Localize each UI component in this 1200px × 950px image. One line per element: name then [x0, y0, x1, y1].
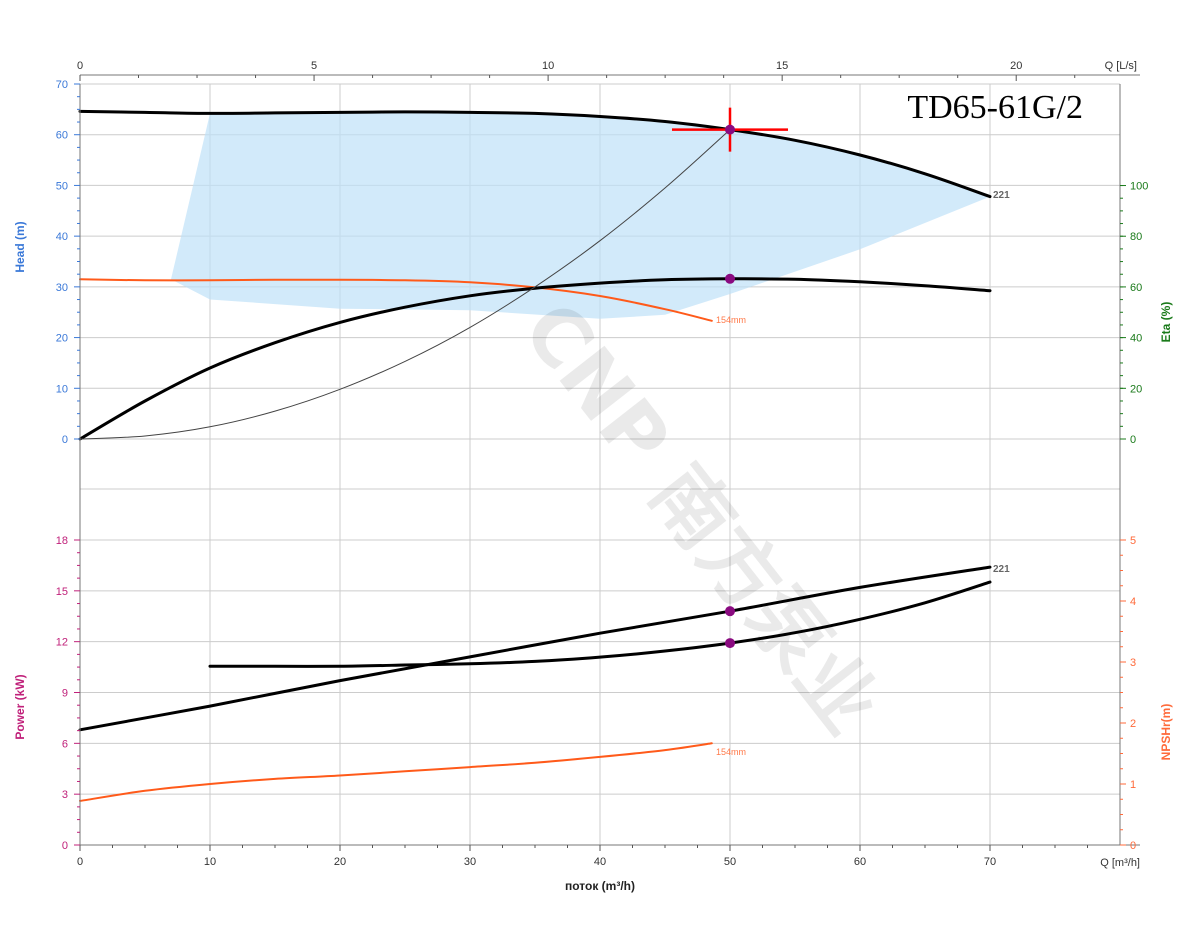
eta-axis-title: Eta (%): [1159, 302, 1173, 343]
curve-npshr_curve: [208, 580, 992, 668]
bottom-tick-label: 0: [77, 856, 83, 868]
power-curve-label: 221: [993, 564, 1010, 575]
bottom-tick-label: 20: [334, 856, 346, 868]
duty-point: [725, 124, 735, 135]
npsh-tick-label: 5: [1130, 535, 1136, 547]
bottom-tick-label: 40: [594, 856, 606, 868]
top-tick-label: 5: [311, 60, 317, 72]
lower-154-label: 154mm: [716, 747, 746, 757]
top-tick-label: 0: [77, 60, 83, 72]
power-tick-label: 12: [56, 637, 68, 649]
head-tick-label: 50: [56, 180, 68, 192]
operating-range-area: [171, 112, 990, 319]
chart-title: TD65-61G/2: [907, 89, 1083, 126]
npsh-point: [725, 638, 735, 649]
top-unit-label: Q [L/s]: [1105, 60, 1137, 72]
eta-tick-label: 0: [1130, 434, 1136, 446]
bottom-tick-label: 10: [204, 856, 216, 868]
npsh-tick-label: 4: [1130, 596, 1136, 608]
curve-power_154: [79, 742, 713, 802]
top-tick-label: 10: [542, 60, 554, 72]
upper-154-label: 154mm: [716, 315, 746, 325]
power-tick-label: 3: [62, 789, 68, 801]
curve-power_221: [78, 565, 992, 732]
eta-tick-label: 20: [1130, 383, 1142, 395]
curve-efficiency: [78, 277, 992, 441]
curves: [78, 109, 992, 802]
head-tick-label: 10: [56, 383, 68, 395]
bottom-tick-label: 70: [984, 856, 996, 868]
flow-axis-title: поток (m³/h): [565, 879, 635, 893]
bottom-tick-label: 60: [854, 856, 866, 868]
head-tick-label: 30: [56, 282, 68, 294]
efficiency-point: [725, 273, 735, 284]
bottom-tick-label: 30: [464, 856, 476, 868]
power-tick-label: 0: [62, 840, 68, 852]
power-tick-label: 18: [56, 535, 68, 547]
head-tick-label: 40: [56, 231, 68, 243]
npsh-tick-label: 0: [1130, 840, 1136, 852]
power-tick-label: 9: [62, 688, 68, 700]
npsh-tick-label: 3: [1130, 657, 1136, 669]
head-tick-label: 60: [56, 130, 68, 142]
power-point: [725, 606, 735, 617]
watermark: CNP 南方泵业: [505, 286, 895, 750]
top-tick-label: 20: [1010, 60, 1022, 72]
npsh-axis-title: NPSHr(m): [1159, 704, 1173, 761]
points: [672, 107, 788, 649]
bottom-unit-label: Q [m³/h]: [1100, 857, 1140, 869]
npsh-tick-label: 1: [1130, 779, 1136, 791]
power-tick-label: 15: [56, 586, 68, 598]
head-curve-label: 221: [993, 190, 1010, 201]
curve-system_curve: [79, 129, 731, 440]
bottom-tick-label: 50: [724, 856, 736, 868]
curve-head_221: [78, 109, 992, 199]
eta-tick-label: 100: [1130, 181, 1148, 193]
eta-tick-label: 80: [1130, 231, 1142, 243]
head-axis-title: Head (m): [13, 221, 27, 272]
curve-npsh_154: [79, 278, 713, 322]
npsh-tick-label: 2: [1130, 718, 1136, 730]
head-tick-label: 20: [56, 333, 68, 345]
eta-tick-label: 40: [1130, 333, 1142, 345]
eta-tick-label: 60: [1130, 282, 1142, 294]
head-tick-label: 70: [56, 79, 68, 91]
operating-range: [171, 112, 990, 319]
head-tick-label: 0: [62, 434, 68, 446]
top-tick-label: 15: [776, 60, 788, 72]
axes: 0 10 20 30 40 50 60 700 5 10 15 2001020304050607002…: [56, 60, 1149, 868]
power-axis-title: Power (kW): [13, 674, 27, 739]
power-tick-label: 6: [62, 738, 68, 750]
